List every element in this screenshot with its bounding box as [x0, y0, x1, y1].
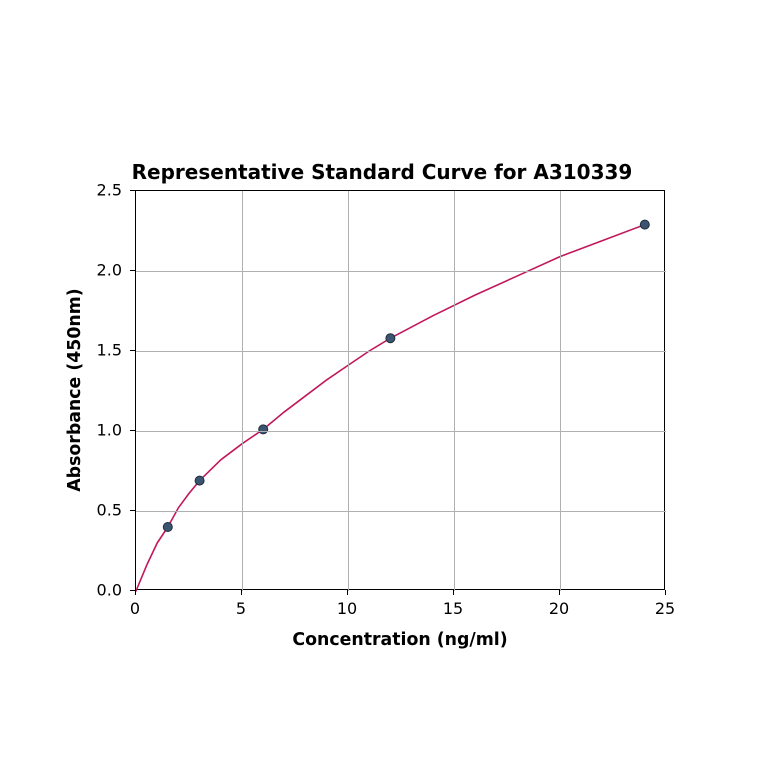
data-point — [259, 425, 268, 434]
x-tick-label: 0 — [130, 599, 140, 618]
x-tick — [559, 590, 560, 595]
plot-area — [135, 190, 665, 590]
x-tick — [347, 590, 348, 595]
x-tick — [665, 590, 666, 595]
x-tick — [453, 590, 454, 595]
y-tick-label: 0.0 — [92, 581, 122, 600]
x-tick-label: 5 — [236, 599, 246, 618]
y-tick — [130, 270, 135, 271]
x-axis-label: Concentration (ng/ml) — [135, 630, 665, 650]
figure: Representative Standard Curve for A31033… — [0, 0, 764, 764]
y-tick — [130, 430, 135, 431]
data-point — [640, 220, 649, 229]
y-tick-label: 0.5 — [92, 501, 122, 520]
x-gridline — [242, 191, 243, 591]
y-gridline — [136, 271, 666, 272]
data-point — [195, 476, 204, 485]
plot-svg — [136, 191, 666, 591]
x-tick-label: 15 — [443, 599, 463, 618]
data-point — [163, 523, 172, 532]
x-tick-label: 25 — [655, 599, 675, 618]
x-tick-label: 10 — [337, 599, 357, 618]
x-tick — [241, 590, 242, 595]
y-tick — [130, 590, 135, 591]
y-gridline — [136, 511, 666, 512]
x-tick-label: 20 — [549, 599, 569, 618]
fit-curve — [136, 225, 645, 591]
y-tick-label: 2.5 — [92, 181, 122, 200]
y-tick-label: 1.0 — [92, 421, 122, 440]
x-gridline — [348, 191, 349, 591]
y-tick — [130, 350, 135, 351]
y-gridline — [136, 431, 666, 432]
y-axis-label: Absorbance (450nm) — [65, 190, 85, 590]
y-tick — [130, 190, 135, 191]
data-point — [386, 334, 395, 343]
y-tick-label: 2.0 — [92, 261, 122, 280]
x-gridline — [560, 191, 561, 591]
y-gridline — [136, 351, 666, 352]
x-tick — [135, 590, 136, 595]
y-tick-label: 1.5 — [92, 341, 122, 360]
y-tick — [130, 510, 135, 511]
x-gridline — [454, 191, 455, 591]
